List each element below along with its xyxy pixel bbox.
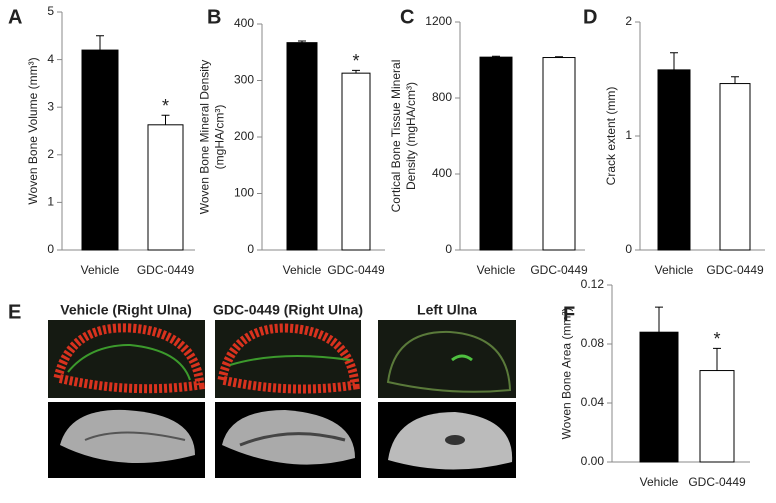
error-bar — [731, 76, 739, 84]
panel-label: D — [583, 6, 597, 28]
y-tick-label: 0.08 — [581, 336, 605, 350]
y-axis-label: Cortical Bone Tissue Mineral — [389, 60, 403, 213]
x-tick-label: GDC-0449 — [706, 263, 764, 277]
bar — [286, 42, 318, 251]
error-bar — [352, 69, 360, 74]
y-tick-label: 0.00 — [581, 454, 605, 468]
y-tick-label: 400 — [432, 166, 452, 180]
y-tick-label: 1200 — [425, 14, 452, 28]
y-axis-label: Crack extent (mm) — [604, 87, 618, 186]
bar — [719, 83, 751, 251]
panel-label: C — [400, 6, 414, 28]
panel-label: B — [207, 6, 221, 28]
bar — [639, 331, 679, 463]
y-tick-label: 2 — [625, 14, 632, 28]
y-tick-label: 1 — [47, 195, 54, 209]
y-axis-label: Woven Bone Mineral Density — [198, 60, 212, 215]
x-tick-label: Vehicle — [477, 263, 516, 277]
y-axis-label: Woven Bone Area (mm²) — [559, 308, 573, 440]
bar — [657, 69, 691, 251]
bar — [699, 370, 735, 463]
panel-label: F — [563, 303, 575, 325]
significance-star: * — [352, 51, 359, 71]
bar — [81, 49, 119, 251]
y-tick-label: 0 — [445, 242, 452, 256]
x-tick-label: GDC-0449 — [688, 475, 746, 489]
image-title: Vehicle (Right Ulna) — [60, 302, 191, 318]
y-tick-label: 200 — [234, 129, 254, 143]
x-tick-label: GDC-0449 — [327, 263, 385, 277]
image-title: Left Ulna — [417, 302, 477, 318]
x-tick-label: GDC-0449 — [530, 263, 588, 277]
y-tick-label: 100 — [234, 186, 254, 200]
y-tick-label: 0.04 — [581, 395, 605, 409]
error-bar — [713, 347, 721, 371]
error-bar — [298, 40, 306, 43]
error-bar — [492, 55, 500, 58]
fluorescence-images — [48, 320, 516, 398]
error-bar — [161, 114, 170, 125]
x-tick-label: Vehicle — [283, 263, 322, 277]
bar — [341, 72, 371, 251]
significance-star: * — [713, 329, 720, 349]
y-axis-label: (mgHA/cm³) — [213, 105, 227, 170]
y-tick-label: 0.12 — [581, 277, 605, 291]
x-tick-label: Vehicle — [655, 263, 694, 277]
y-axis-label: Woven Bone Volume (mm³) — [26, 57, 40, 204]
y-tick-label: 5 — [47, 4, 54, 18]
y-tick-label: 1 — [625, 128, 632, 142]
y-tick-label: 0 — [47, 242, 54, 256]
panel-label: A — [8, 6, 22, 28]
error-bar — [670, 52, 678, 70]
microct-images — [48, 402, 516, 478]
error-bar — [555, 56, 563, 58]
y-tick-label: 3 — [47, 99, 54, 113]
error-bar — [655, 306, 663, 333]
bar — [479, 56, 513, 251]
y-axis-label: Density (mgHA/cm³) — [404, 82, 418, 190]
y-tick-label: 300 — [234, 73, 254, 87]
error-bar — [96, 35, 104, 51]
y-tick-label: 400 — [234, 16, 254, 30]
panel-label: E — [8, 301, 21, 323]
significance-star: * — [162, 96, 169, 116]
bar — [542, 57, 576, 251]
y-tick-label: 800 — [432, 90, 452, 104]
bar — [147, 124, 184, 251]
y-tick-label: 0 — [625, 242, 632, 256]
x-tick-label: Vehicle — [640, 475, 679, 489]
y-tick-label: 0 — [247, 242, 254, 256]
x-tick-label: Vehicle — [81, 263, 120, 277]
y-tick-label: 4 — [47, 52, 54, 66]
x-tick-label: GDC-0449 — [137, 263, 195, 277]
y-tick-label: 2 — [47, 147, 54, 161]
image-title: GDC-0449 (Right Ulna) — [213, 302, 363, 318]
